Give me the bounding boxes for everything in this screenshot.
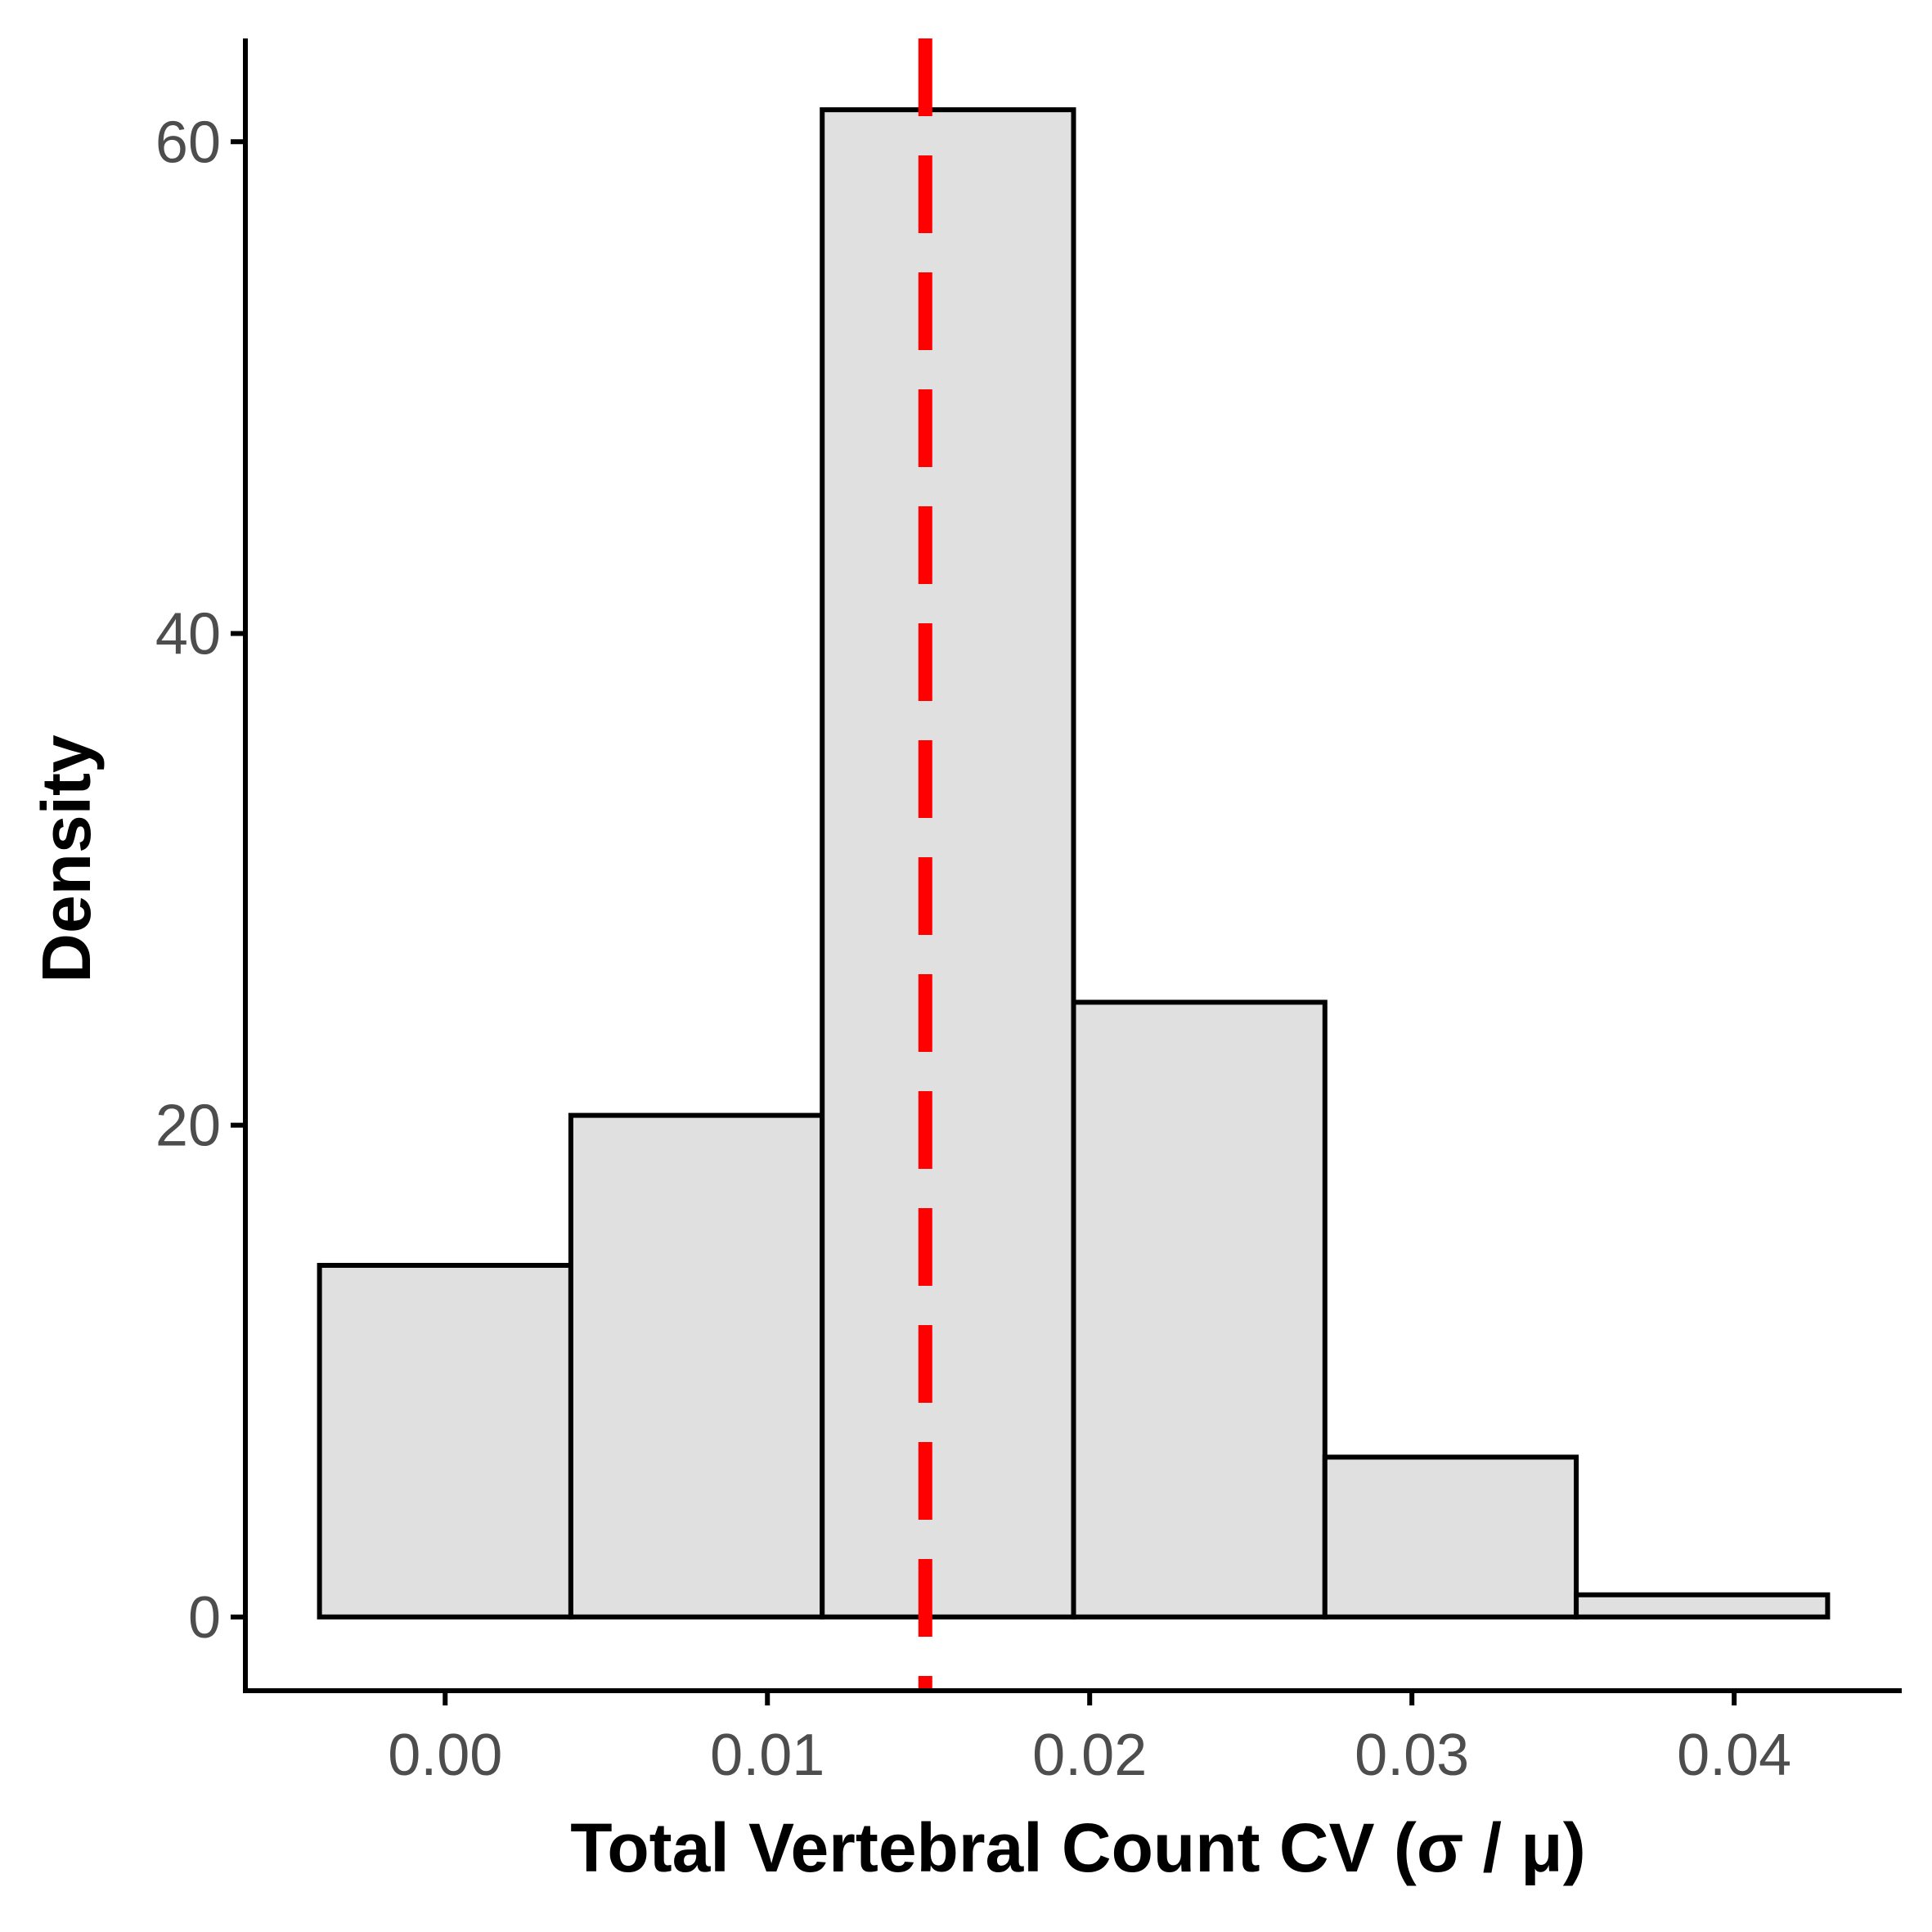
histogram-bar-3 bbox=[820, 107, 1076, 1620]
x-tick-label: 0.04 bbox=[1677, 1723, 1791, 1788]
histogram-bar-4 bbox=[1071, 1000, 1328, 1620]
histogram-bar-5 bbox=[1322, 1454, 1579, 1620]
y-tick-label: 40 bbox=[155, 601, 221, 667]
bars-layer bbox=[317, 107, 1831, 1620]
y-axis-title: Density bbox=[28, 735, 105, 983]
x-axis-title: Total Vertebral Count CV (σ / μ) bbox=[570, 1809, 1585, 1886]
axes-layer bbox=[243, 38, 1902, 1693]
histogram-bar-6 bbox=[1574, 1592, 1831, 1620]
x-tick-label: 0.01 bbox=[710, 1723, 824, 1788]
x-tick-label: 0.02 bbox=[1032, 1723, 1147, 1788]
y-tick-label: 0 bbox=[188, 1585, 221, 1651]
x-tick-label: 0.03 bbox=[1355, 1723, 1469, 1788]
ticks-layer: 0.00 0.01 0.02 0.03 0.04 0 20 40 60 bbox=[155, 110, 1791, 1788]
histogram-bar-1 bbox=[317, 1262, 573, 1620]
y-tick-label: 20 bbox=[155, 1094, 221, 1159]
histogram-bar-2 bbox=[568, 1112, 825, 1620]
y-tick-label: 60 bbox=[155, 110, 221, 175]
x-tick-label: 0.00 bbox=[388, 1723, 502, 1788]
